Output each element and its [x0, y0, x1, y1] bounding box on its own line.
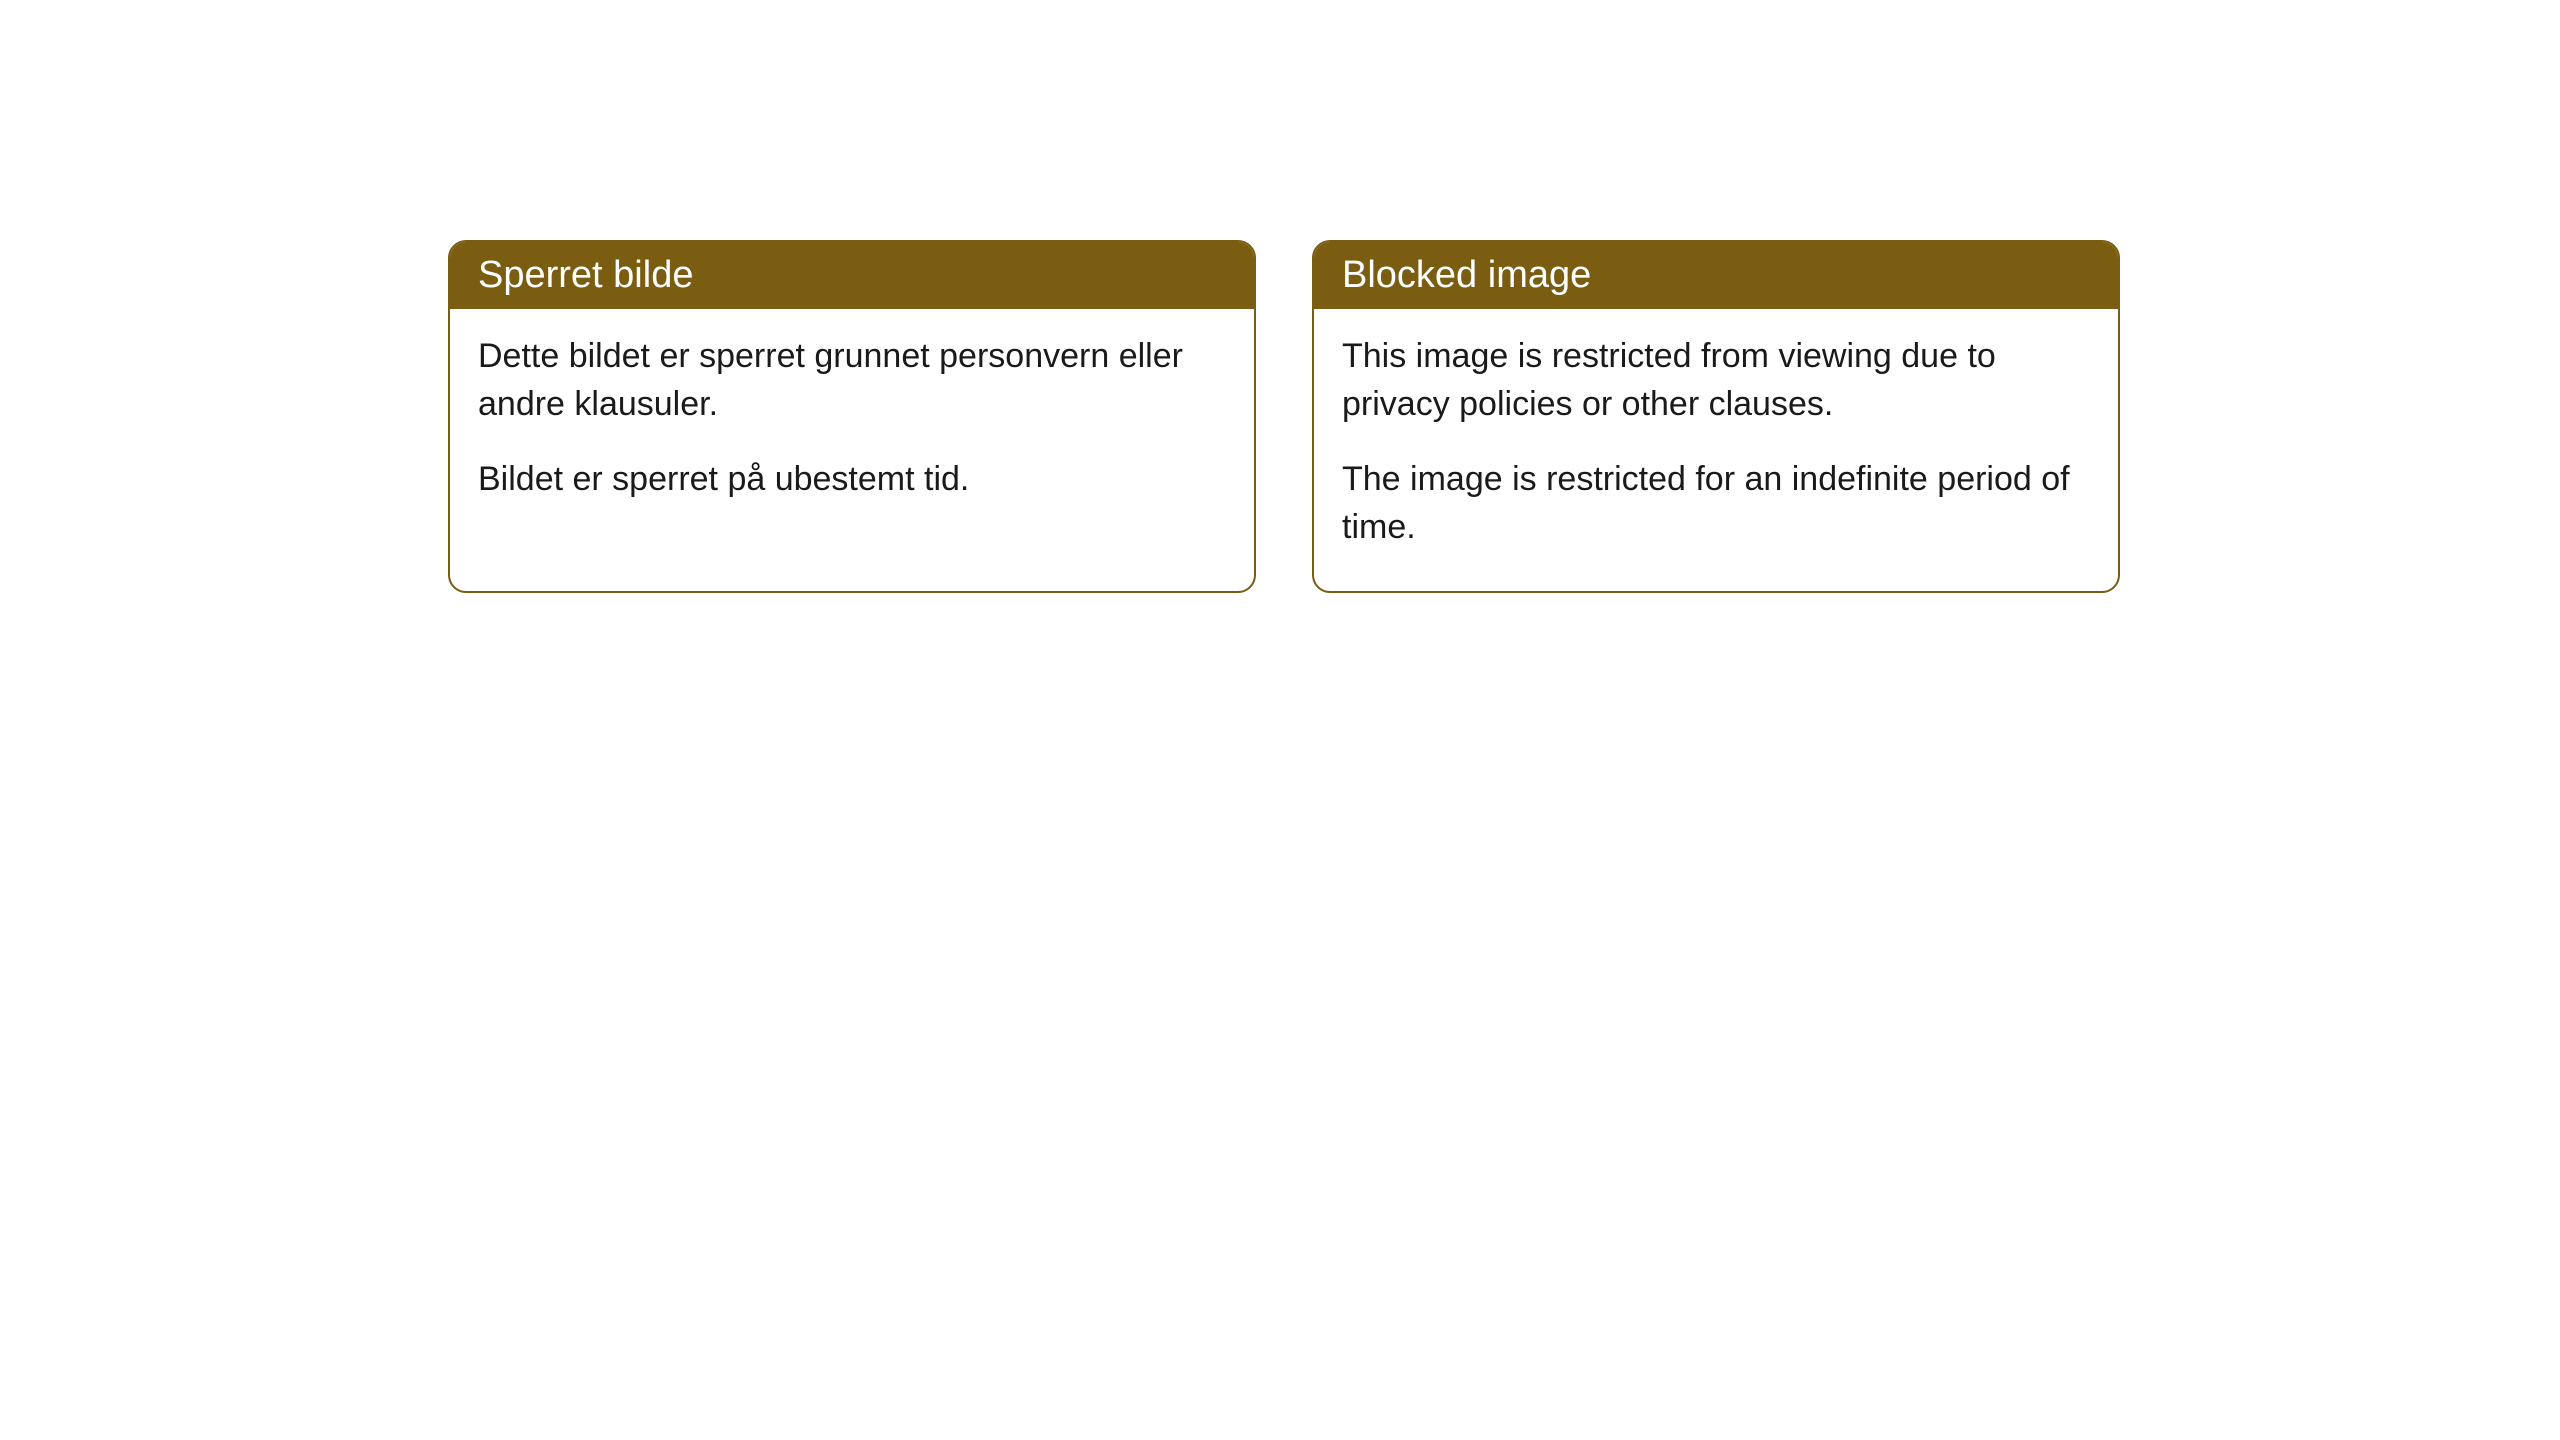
card-header-english: Blocked image [1314, 242, 2118, 309]
card-header-norwegian: Sperret bilde [450, 242, 1254, 309]
card-paragraph-2: Bildet er sperret på ubestemt tid. [478, 456, 1226, 504]
card-paragraph-1: Dette bildet er sperret grunnet personve… [478, 333, 1226, 428]
card-paragraph-1: This image is restricted from viewing du… [1342, 333, 2090, 428]
card-paragraph-2: The image is restricted for an indefinit… [1342, 456, 2090, 551]
card-body-norwegian: Dette bildet er sperret grunnet personve… [450, 309, 1254, 544]
card-body-english: This image is restricted from viewing du… [1314, 309, 2118, 591]
notice-card-english: Blocked image This image is restricted f… [1312, 240, 2120, 593]
notice-container: Sperret bilde Dette bildet er sperret gr… [0, 0, 2560, 593]
notice-card-norwegian: Sperret bilde Dette bildet er sperret gr… [448, 240, 1256, 593]
